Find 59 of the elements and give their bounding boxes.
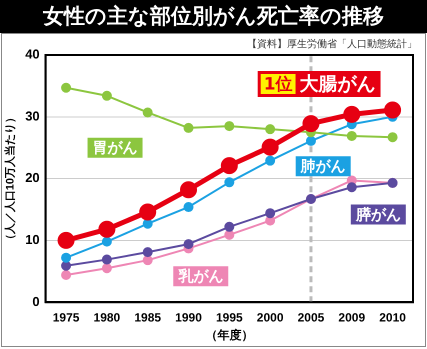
point — [265, 156, 276, 166]
x-tick-label: 2000 — [256, 310, 284, 325]
point — [102, 236, 112, 247]
x-tick-label: 1995 — [216, 310, 243, 325]
point — [98, 220, 116, 238]
point — [184, 239, 194, 250]
point — [220, 157, 238, 174]
point — [224, 230, 234, 240]
y-tick-label: 20 — [25, 170, 40, 186]
point — [58, 232, 75, 249]
point — [61, 260, 72, 271]
point — [142, 247, 153, 258]
point — [346, 130, 357, 141]
y-tick-label: 0 — [32, 294, 40, 309]
point — [224, 177, 234, 188]
series-label: 肺がん — [300, 157, 346, 176]
point — [180, 181, 198, 198]
point — [184, 202, 194, 212]
point — [102, 263, 112, 274]
point — [61, 252, 72, 263]
point — [184, 122, 194, 133]
x-tick-label: 1975 — [52, 310, 80, 325]
series-label: 膵がん — [354, 205, 401, 224]
point — [102, 254, 112, 265]
point — [343, 106, 360, 123]
x-tick-label: 1985 — [134, 310, 162, 325]
point — [61, 82, 72, 93]
point — [265, 208, 276, 218]
x-tick-label: 1980 — [94, 310, 121, 325]
y-axis-title: （人／人口10万人当たり） — [4, 112, 17, 246]
point — [346, 182, 357, 192]
point — [265, 124, 276, 134]
series-label: 乳がん — [177, 267, 224, 286]
x-tick-label: 2009 — [338, 310, 366, 325]
point — [302, 115, 320, 132]
x-tick-label: 1990 — [175, 310, 202, 325]
point — [102, 90, 112, 101]
chart-title: 女性の主な部位別がん死亡率の推移 — [0, 0, 427, 33]
point — [139, 203, 156, 220]
point — [142, 255, 153, 266]
point — [306, 136, 316, 146]
x-tick-label: 2005 — [298, 310, 325, 325]
series-label: 胃がん — [92, 138, 138, 157]
annotation: 1位 — [264, 74, 293, 94]
y-tick-label: 30 — [25, 108, 40, 124]
point — [384, 102, 402, 118]
y-tick-label: 40 — [25, 46, 40, 62]
point — [262, 138, 279, 156]
x-tick-label: 2010 — [379, 310, 406, 325]
point — [388, 132, 398, 142]
point — [224, 222, 234, 232]
point — [61, 270, 72, 280]
text: 【資料】厚生労働省「人口動態統計」 — [247, 38, 417, 51]
point — [224, 121, 234, 132]
point — [142, 218, 153, 229]
point — [142, 107, 153, 118]
series-label: 大腸がん — [300, 72, 376, 95]
y-tick-label: 10 — [25, 232, 40, 247]
x-axis-title: （年度） — [205, 328, 254, 342]
